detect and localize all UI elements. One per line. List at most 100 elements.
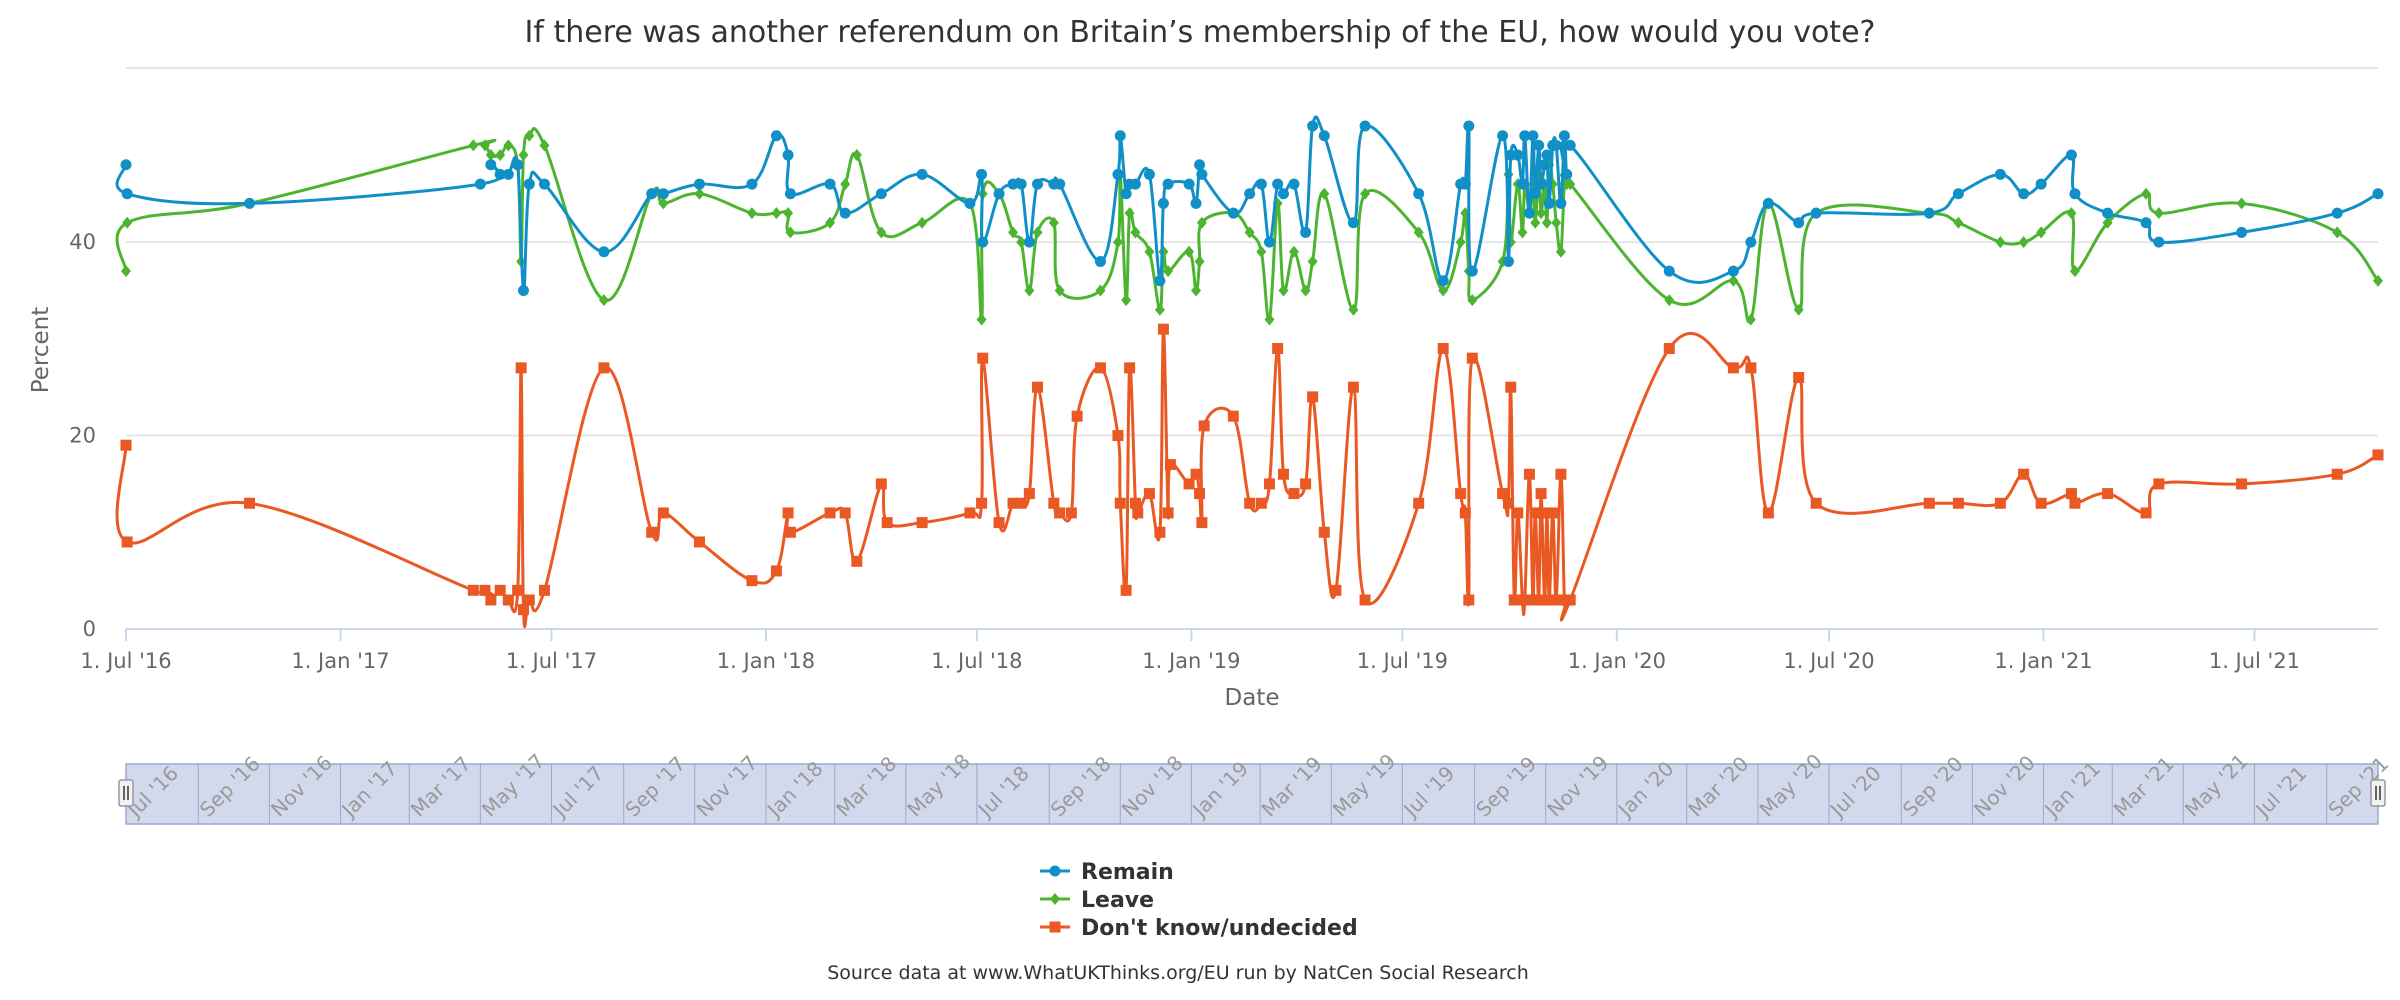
data-point-dk [1437, 343, 1449, 354]
data-point-dk [2065, 488, 2077, 500]
data-point-leave [1793, 303, 1804, 316]
data-point-dk [1745, 362, 1757, 374]
series-line-leave [115, 127, 2380, 324]
data-point-remain [1307, 120, 1319, 132]
data-point-leave [1745, 313, 1756, 326]
data-point-dk [1497, 488, 1509, 500]
data-point-dk [1543, 594, 1555, 606]
data-point-remain [1466, 265, 1478, 277]
data-point-leave [1455, 236, 1466, 249]
legend-marker-dk [1049, 921, 1061, 933]
data-point-dk [2236, 478, 2248, 490]
data-point-remain [1272, 178, 1284, 190]
series-line-dk [115, 327, 2379, 629]
data-point-remain [2236, 226, 2248, 238]
data-point-dk [1244, 497, 1256, 509]
data-point-leave [1008, 226, 1019, 239]
data-point-dk [1255, 497, 1267, 509]
data-point-leave [1095, 284, 1106, 297]
data-point-remain [2102, 207, 2114, 219]
data-point-remain [2069, 188, 2081, 200]
data-point-dk [2018, 468, 2030, 480]
data-point-dk [746, 575, 758, 587]
data-point-dk [646, 526, 658, 538]
data-point-dk [964, 507, 976, 519]
data-point-leave [876, 226, 887, 239]
data-point-leave [746, 207, 757, 220]
data-point-remain [1154, 275, 1166, 287]
data-point-leave [851, 149, 862, 162]
data-point-leave [1664, 294, 1675, 307]
data-point-remain [474, 178, 486, 190]
series-layer [115, 115, 2384, 629]
legend-item-remain[interactable]: Remain [1040, 860, 1174, 885]
data-point-remain [523, 178, 535, 190]
data-point-leave [1256, 245, 1267, 258]
data-point-leave [1288, 245, 1299, 258]
x-tick-label: 1. Jan '19 [1142, 649, 1240, 673]
data-point-leave [1517, 226, 1528, 239]
data-point-dk [1015, 497, 1027, 509]
navigator-left-handle[interactable] [118, 779, 134, 807]
data-point-dk [1048, 497, 1060, 509]
data-point-leave [1048, 216, 1059, 229]
data-point-leave [480, 139, 491, 152]
data-point-leave [1530, 216, 1541, 229]
data-point-remain [875, 188, 887, 200]
data-point-leave [1953, 216, 1964, 229]
data-point-dk [1952, 497, 1964, 509]
data-point-remain [746, 178, 758, 190]
data-point-leave [2069, 265, 2080, 278]
y-axis-title: Percent [28, 307, 54, 394]
data-point-leave [1565, 178, 1576, 191]
data-point-leave [1264, 313, 1275, 326]
data-point-remain [1923, 207, 1935, 219]
data-point-dk [1272, 343, 1284, 354]
data-point-remain [1541, 149, 1553, 161]
data-point-remain [1810, 207, 1822, 219]
data-point-remain [1512, 149, 1524, 161]
data-point-remain [502, 168, 514, 180]
data-point-dk [770, 565, 782, 577]
navigator[interactable]: Jul '16 Sep '16 Nov '16 Jan '17 Mar '17 May '… [118, 749, 2393, 825]
data-point-dk [2140, 507, 2152, 519]
data-point-leave [917, 216, 928, 229]
data-point-remain [1523, 207, 1535, 219]
data-point-remain [693, 178, 705, 190]
data-point-leave [2373, 274, 2383, 287]
data-point-dk [121, 536, 133, 548]
data-point-dk [1793, 372, 1805, 384]
legend-label-remain: Remain [1081, 860, 1174, 885]
data-point-dk [1190, 468, 1202, 480]
data-point-leave [1124, 207, 1135, 220]
data-point-leave [1024, 284, 1035, 297]
data-point-remain [1023, 236, 1035, 248]
data-point-leave [1438, 284, 1449, 297]
data-point-remain [1054, 178, 1066, 190]
data-point-dk [1502, 497, 1514, 509]
legend-item-dk[interactable]: Don't know/undecided [1040, 916, 1358, 941]
data-point-leave [1413, 226, 1424, 239]
data-point-dk [1054, 507, 1066, 519]
data-point-dk [824, 507, 836, 519]
data-point-leave [771, 207, 782, 220]
data-point-remain [824, 178, 836, 190]
data-point-leave [2066, 207, 2077, 220]
data-point-remain [1497, 130, 1509, 142]
data-point-leave [1016, 236, 1027, 249]
data-point-remain [1190, 197, 1202, 209]
data-point-leave [1196, 216, 1207, 229]
data-point-remain [1032, 178, 1044, 190]
data-point-dk [875, 478, 887, 490]
data-point-dk [784, 526, 796, 538]
data-point-dk [1307, 391, 1319, 403]
navigator-right-handle[interactable] [2370, 779, 2386, 807]
legend: Remain Leave Don't know/undecided [1040, 860, 1358, 941]
navigator-left-handle-box[interactable] [118, 779, 134, 807]
data-point-dk [1196, 517, 1208, 529]
navigator-right-handle-box[interactable] [2370, 779, 2386, 807]
data-point-dk [502, 594, 514, 606]
legend-item-leave[interactable]: Leave [1040, 888, 1154, 913]
data-point-dk [1300, 478, 1312, 490]
data-point-remain [1194, 159, 1206, 171]
